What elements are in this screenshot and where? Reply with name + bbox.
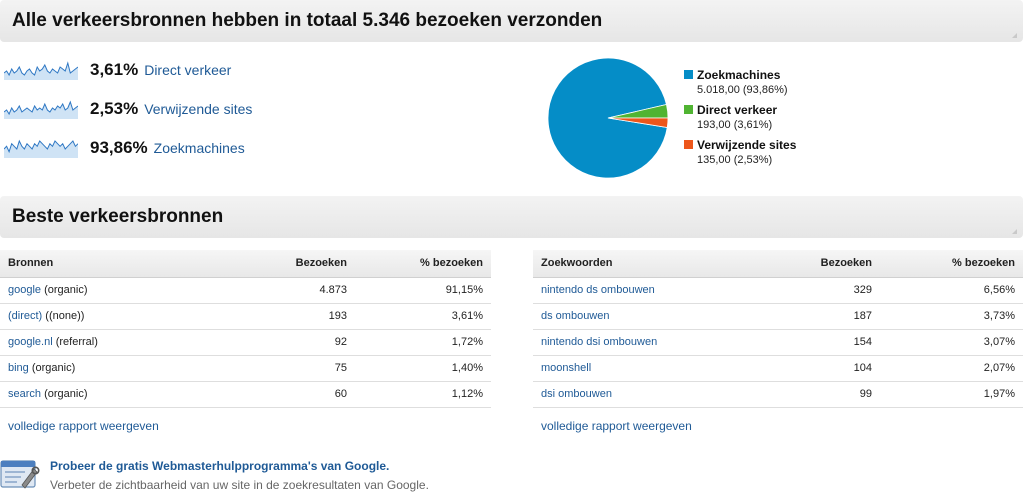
sources-full-report-link[interactable]: volledige rapport weergeven bbox=[8, 419, 159, 433]
sparkline-search bbox=[4, 139, 78, 158]
pct-cell: 2,07% bbox=[880, 355, 1023, 382]
visits-cell: 99 bbox=[733, 381, 880, 408]
legend-value: 193,00 (3,61%) bbox=[697, 119, 773, 131]
visits-cell: 75 bbox=[200, 355, 355, 382]
source-medium: ((none)) bbox=[42, 310, 85, 322]
best-sources-header: Beste verkeersbronnen bbox=[0, 196, 1023, 238]
pie-slice-zoekmachines[interactable] bbox=[547, 57, 668, 179]
col-header-keywords[interactable]: Zoekwoorden bbox=[533, 250, 733, 278]
visits-cell: 4.873 bbox=[200, 277, 355, 304]
source-row-direct: 3,61% Direct verkeer bbox=[4, 58, 231, 82]
col-header-pct[interactable]: % bezoeken bbox=[355, 250, 491, 278]
keyword-link[interactable]: dsi ombouwen bbox=[541, 388, 612, 400]
webmaster-tools-subtitle: Verbeter de zichtbaarheid van uw site in… bbox=[50, 478, 429, 492]
col-header-visits[interactable]: Bezoeken bbox=[733, 250, 880, 278]
table-row: bing (organic) 75 1,40% bbox=[0, 355, 491, 382]
visits-cell: 60 bbox=[200, 381, 355, 408]
visits-cell: 329 bbox=[733, 277, 880, 304]
pie-slice-verwijzende-sites[interactable] bbox=[607, 117, 669, 128]
visits-cell: 193 bbox=[200, 303, 355, 330]
sparkline-area bbox=[4, 141, 78, 158]
keyword-link[interactable]: nintendo dsi ombouwen bbox=[541, 336, 658, 348]
source-link-referral[interactable]: Verwijzende sites bbox=[144, 101, 253, 117]
col-header-visits[interactable]: Bezoeken bbox=[200, 250, 355, 278]
sparkline-direct bbox=[4, 61, 78, 80]
pct-cell: 3,07% bbox=[880, 329, 1023, 356]
legend-item-search: Zoekmachines 5.018,00 (93,86%) bbox=[684, 68, 788, 96]
sources-table: Bronnen Bezoeken % bezoeken google (orga… bbox=[0, 250, 491, 408]
pct-cell: 3,73% bbox=[880, 303, 1023, 330]
legend-item-referral: Verwijzende sites 135,00 (2,53%) bbox=[684, 138, 796, 166]
table-row: ds ombouwen 187 3,73% bbox=[533, 303, 1023, 330]
source-pct: 93,86% bbox=[90, 138, 148, 157]
header-corner bbox=[1012, 229, 1017, 234]
source-pct: 2,53% bbox=[90, 99, 139, 118]
visits-cell: 154 bbox=[733, 329, 880, 356]
visits-cell: 187 bbox=[733, 303, 880, 330]
source-row-referral: 2,53% Verwijzende sites bbox=[4, 97, 252, 121]
source-link[interactable]: google bbox=[8, 284, 42, 296]
source-medium: (organic) bbox=[28, 362, 76, 374]
pct-cell: 1,72% bbox=[355, 329, 491, 356]
source-link[interactable]: bing bbox=[8, 362, 29, 374]
table-row: nintendo dsi ombouwen 154 3,07% bbox=[533, 329, 1023, 356]
source-link-direct[interactable]: Direct verkeer bbox=[144, 62, 232, 78]
pct-cell: 1,40% bbox=[355, 355, 491, 382]
legend-label: Verwijzende sites bbox=[697, 138, 797, 152]
sparkline-line bbox=[4, 61, 78, 77]
sparkline-referral bbox=[4, 100, 78, 119]
keyword-link[interactable]: ds ombouwen bbox=[541, 310, 610, 322]
legend-swatch bbox=[684, 105, 693, 114]
legend-label: Direct verkeer bbox=[697, 103, 778, 117]
overview-title: Alle verkeersbronnen hebben in totaal 5.… bbox=[12, 10, 603, 31]
table-row: (direct) ((none)) 193 3,61% bbox=[0, 303, 491, 330]
sparkline-area bbox=[4, 63, 78, 80]
source-pct: 3,61% bbox=[90, 60, 139, 79]
best-sources-title: Beste verkeersbronnen bbox=[12, 206, 224, 227]
keyword-link[interactable]: moonshell bbox=[541, 362, 592, 374]
source-link[interactable]: search bbox=[8, 388, 42, 400]
source-medium: (organic) bbox=[41, 284, 88, 296]
header-corner bbox=[1012, 33, 1017, 38]
legend-label: Zoekmachines bbox=[697, 68, 781, 82]
legend-value: 5.018,00 (93,86%) bbox=[697, 84, 788, 96]
table-row: nintendo ds ombouwen 329 6,56% bbox=[533, 277, 1023, 304]
table-row: dsi ombouwen 99 1,97% bbox=[533, 381, 1023, 408]
source-link-search[interactable]: Zoekmachines bbox=[153, 140, 245, 156]
keyword-link[interactable]: nintendo ds ombouwen bbox=[541, 284, 655, 296]
table-row: google.nl (referral) 92 1,72% bbox=[0, 329, 491, 356]
legend-item-direct: Direct verkeer 193,00 (3,61%) bbox=[684, 103, 777, 131]
legend-swatch bbox=[684, 140, 693, 149]
webmaster-tools-link[interactable]: Probeer de gratis Webmasterhulpprogramma… bbox=[50, 459, 390, 473]
pct-cell: 6,56% bbox=[880, 277, 1023, 304]
col-header-sources[interactable]: Bronnen bbox=[0, 250, 200, 278]
table-row: google (organic) 4.873 91,15% bbox=[0, 277, 491, 304]
pct-cell: 91,15% bbox=[355, 277, 491, 304]
col-header-pct[interactable]: % bezoeken bbox=[880, 250, 1023, 278]
source-link[interactable]: (direct) bbox=[8, 310, 43, 322]
source-medium: (organic) bbox=[41, 388, 88, 400]
table-row: search (organic) 60 1,12% bbox=[0, 381, 491, 408]
pct-cell: 1,97% bbox=[880, 381, 1023, 408]
overview-header: Alle verkeersbronnen hebben in totaal 5.… bbox=[0, 0, 1023, 42]
visits-cell: 92 bbox=[200, 329, 355, 356]
sparkline-area bbox=[4, 102, 78, 119]
visits-cell: 104 bbox=[733, 355, 880, 382]
source-medium: (referral) bbox=[52, 336, 98, 348]
legend-value: 135,00 (2,53%) bbox=[697, 154, 773, 166]
keywords-table: Zoekwoorden Bezoeken % bezoeken nintendo… bbox=[533, 250, 1023, 408]
source-row-search: 93,86% Zoekmachines bbox=[4, 136, 245, 160]
source-link[interactable]: google.nl bbox=[8, 336, 53, 348]
webmaster-tools-icon bbox=[0, 460, 40, 489]
keywords-full-report-link[interactable]: volledige rapport weergeven bbox=[541, 419, 692, 433]
traffic-pie-chart bbox=[547, 57, 669, 179]
pct-cell: 3,61% bbox=[355, 303, 491, 330]
sparkline-line bbox=[4, 100, 78, 116]
sparkline-line bbox=[4, 139, 78, 154]
table-row: moonshell 104 2,07% bbox=[533, 355, 1023, 382]
legend-swatch bbox=[684, 70, 693, 79]
pct-cell: 1,12% bbox=[355, 381, 491, 408]
